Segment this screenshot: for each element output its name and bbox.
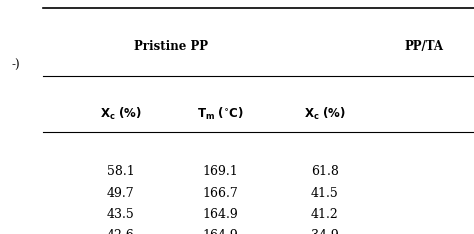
Text: 42.6: 42.6	[107, 229, 135, 234]
Text: PP/TA: PP/TA	[405, 40, 444, 53]
Text: 49.7: 49.7	[107, 186, 135, 200]
Text: 58.1: 58.1	[107, 165, 135, 179]
Text: 34.9: 34.9	[311, 229, 338, 234]
Text: 164.9: 164.9	[202, 208, 238, 221]
Text: 166.7: 166.7	[202, 186, 238, 200]
Text: 169.1: 169.1	[202, 165, 238, 179]
Text: 41.2: 41.2	[311, 208, 338, 221]
Text: 43.5: 43.5	[107, 208, 135, 221]
Text: $\mathbf{X_c}$ $\mathbf{(\%)}$: $\mathbf{X_c}$ $\mathbf{(\%)}$	[100, 106, 142, 121]
Text: 61.8: 61.8	[311, 165, 338, 179]
Text: $\mathbf{X_c}$ $\mathbf{(\%)}$: $\mathbf{X_c}$ $\mathbf{(\%)}$	[304, 106, 346, 121]
Text: $\mathbf{T_m}$ $\mathbf{(^{\circ}C)}$: $\mathbf{T_m}$ $\mathbf{(^{\circ}C)}$	[197, 106, 244, 121]
Text: 41.5: 41.5	[311, 186, 338, 200]
Text: 164.9: 164.9	[202, 229, 238, 234]
Text: -): -)	[12, 59, 20, 72]
Text: Pristine PP: Pristine PP	[134, 40, 208, 53]
